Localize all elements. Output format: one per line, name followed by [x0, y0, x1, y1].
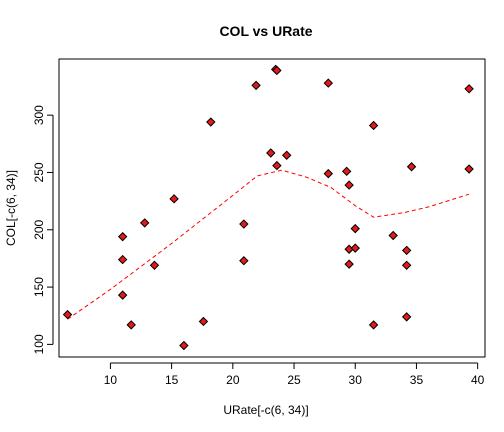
- data-point: [344, 259, 354, 269]
- x-axis: 10 15 20 25 30 35 40: [104, 362, 485, 387]
- data-point: [341, 166, 352, 177]
- y-tick-label: 100: [32, 334, 46, 354]
- data-point: [388, 230, 398, 241]
- data-point: [198, 316, 209, 327]
- data-point: [117, 290, 128, 300]
- data-point: [323, 168, 334, 179]
- data-point: [464, 164, 474, 174]
- points-layer: [62, 64, 474, 351]
- data-point: [323, 78, 334, 88]
- x-tick-label: 40: [471, 373, 485, 387]
- y-axis: 100 150 200 250 300: [32, 105, 54, 354]
- data-point: [239, 219, 249, 229]
- data-point: [350, 223, 360, 234]
- y-tick-label: 200: [32, 219, 46, 239]
- data-point: [117, 254, 128, 265]
- data-point: [272, 65, 282, 76]
- data-point: [401, 312, 412, 322]
- chart-title: COL vs URate: [219, 23, 312, 39]
- x-tick-label: 35: [410, 373, 424, 387]
- data-point: [117, 231, 128, 242]
- data-point: [266, 148, 276, 158]
- data-point: [149, 260, 160, 271]
- data-point: [406, 162, 417, 172]
- plot-frame: [58, 58, 486, 358]
- data-point: [206, 117, 216, 127]
- data-point: [281, 150, 292, 160]
- x-tick-label: 10: [104, 373, 118, 387]
- x-tick-label: 25: [287, 373, 301, 387]
- data-point: [464, 84, 474, 94]
- data-point: [401, 245, 412, 256]
- data-point: [368, 120, 379, 131]
- data-point: [62, 309, 73, 320]
- data-point: [139, 218, 150, 228]
- x-axis-label: URate[-c(6, 34)]: [223, 403, 308, 417]
- data-point: [251, 80, 261, 91]
- data-point: [239, 256, 249, 266]
- y-axis-label: COL[-c(6, 34)]: [4, 170, 18, 246]
- y-tick-label: 150: [32, 277, 46, 297]
- data-point: [368, 320, 379, 330]
- x-tick-label: 20: [226, 373, 240, 387]
- data-point: [344, 180, 354, 190]
- smooth-line-layer: [67, 169, 470, 320]
- y-tick-label: 250: [32, 162, 46, 182]
- y-tick-label: 300: [32, 105, 46, 125]
- smooth-line: [67, 169, 470, 320]
- data-point: [401, 260, 412, 271]
- data-point: [169, 194, 179, 204]
- data-point: [126, 320, 136, 330]
- x-tick-label: 30: [349, 373, 363, 387]
- data-point: [350, 243, 360, 253]
- x-tick-label: 15: [165, 373, 179, 387]
- data-point: [272, 160, 282, 171]
- data-point: [179, 340, 189, 351]
